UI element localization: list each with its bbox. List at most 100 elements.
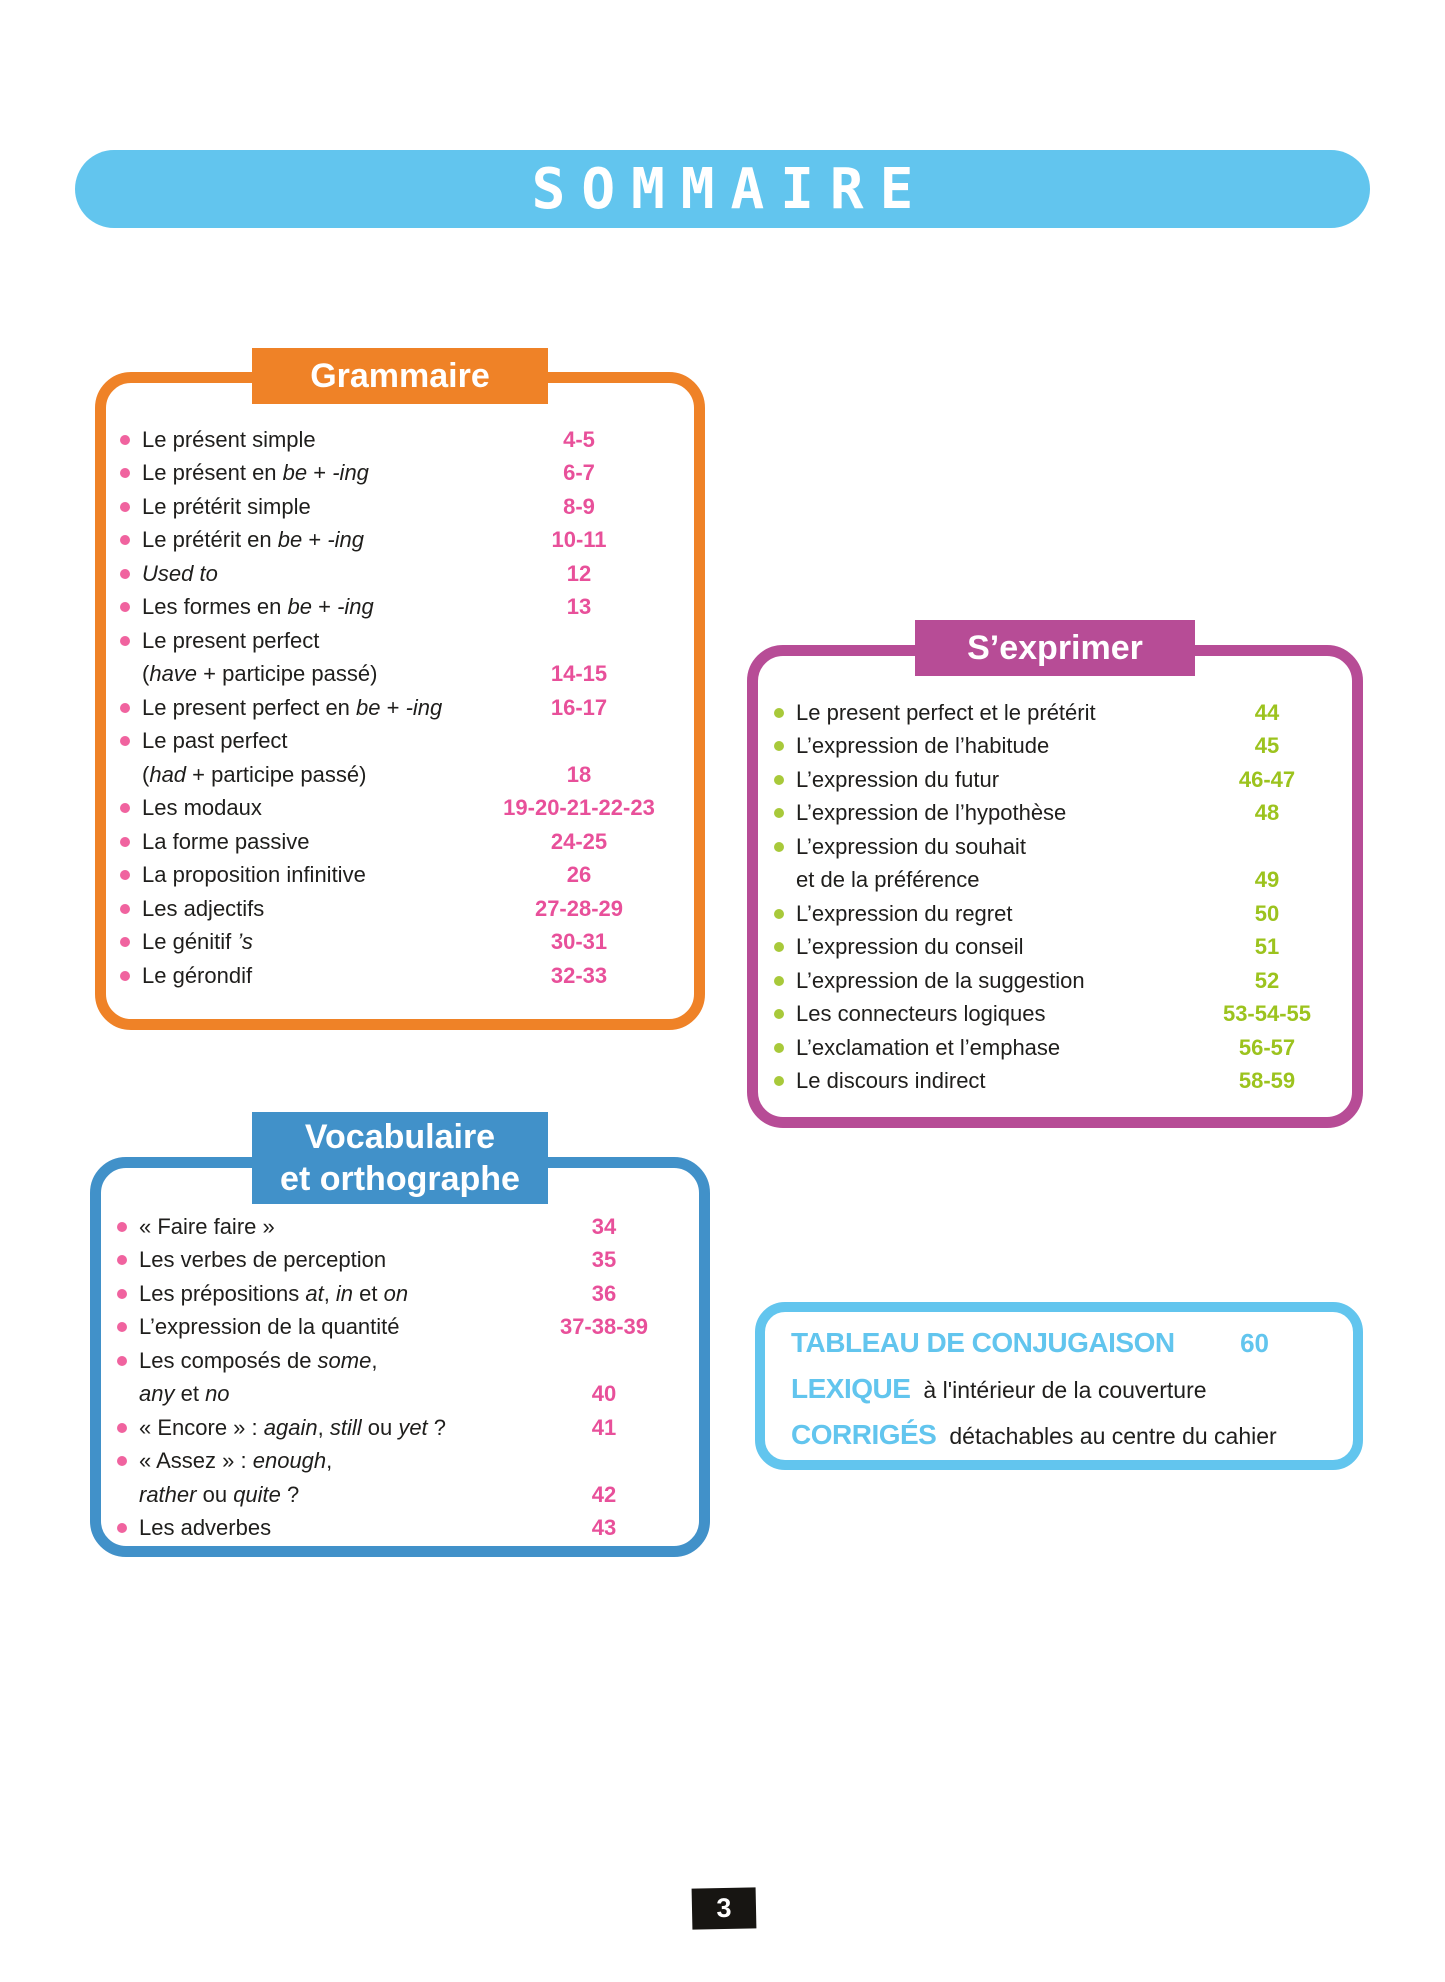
bullet-icon — [117, 1288, 127, 1299]
toc-item-page: 16-17 — [550, 694, 608, 720]
toc-item-label: rather ou quite ? — [139, 1481, 300, 1507]
toc-item-page: 30-31 — [550, 929, 608, 955]
bullet-icon — [774, 707, 784, 718]
toc-item: Les composés de some, — [117, 1344, 689, 1378]
toc-item-label: L’expression du regret — [796, 900, 1013, 926]
toc-item: Les formes en be + -ing 13 — [120, 591, 684, 625]
toc-item-page: 36 — [591, 1280, 617, 1306]
toc-item-label: (have + participe passé) — [142, 661, 378, 687]
bullet-icon — [120, 635, 130, 646]
toc-item-page: 53-54-55 — [1222, 1001, 1312, 1027]
toc-item-page: 34 — [591, 1213, 617, 1239]
bullet-icon — [774, 942, 784, 953]
toc-item: Les modaux 19-20-21-22-23 — [120, 792, 684, 826]
page-number: 3 — [716, 1892, 732, 1924]
toc-item-label: Le present perfect en be + -ing — [142, 694, 443, 720]
toc-item-label: L’expression de la quantité — [139, 1314, 400, 1340]
toc-item-label: La forme passive — [142, 828, 310, 854]
toc-item-page: 19-20-21-22-23 — [503, 795, 655, 821]
toc-item-label: L’expression du futur — [796, 766, 1000, 792]
toc-item-page: 50 — [1254, 900, 1280, 926]
grammaire-toc-list: Le présent simple 4-5 Le présent en be + -… — [106, 383, 694, 1019]
toc-item-label: L’expression de l’habitude — [796, 733, 1050, 759]
toc-item: « Faire faire » 34 — [117, 1210, 689, 1244]
toc-item: Le génitif ’s 30-31 — [120, 926, 684, 960]
page-title: SOMMAIRE — [531, 156, 930, 222]
sexprimer-tab-label: S’exprimer — [967, 629, 1143, 667]
info-title-corriges: CORRIGÉS — [791, 1419, 937, 1450]
sommaire-banner: SOMMAIRE — [75, 150, 1370, 228]
toc-item-page: 41 — [591, 1414, 617, 1440]
info-row-lexique: LEXIQUE à l'intérieur de la couverture — [791, 1366, 1331, 1412]
vocabulaire-section: Vocabulaire et orthographe « Faire faire… — [90, 1112, 710, 1557]
toc-item-label: (had + participe passé) — [142, 761, 367, 787]
bullet-icon — [120, 937, 130, 948]
toc-item-page: 37-38-39 — [559, 1314, 649, 1340]
toc-item: Les adjectifs 27-28-29 — [120, 892, 684, 926]
sexprimer-tab: S’exprimer — [915, 620, 1195, 676]
bullet-icon — [117, 1355, 127, 1366]
toc-item-label: Used to — [142, 560, 218, 586]
bullet-icon — [120, 903, 130, 914]
info-row-corriges: CORRIGÉS détachables au centre du cahier — [791, 1412, 1331, 1458]
toc-item-page: 14-15 — [550, 661, 608, 687]
page-number-badge: 3 — [691, 1887, 757, 1930]
bullet-icon — [117, 1422, 127, 1433]
toc-item-page: 58-59 — [1238, 1068, 1296, 1094]
toc-item: Le discours indirect 58-59 — [774, 1065, 1352, 1099]
toc-item-page: 45 — [1254, 733, 1280, 759]
toc-item: (have + participe passé) 14-15 — [120, 658, 684, 692]
info-text-corriges: détachables au centre du cahier — [949, 1423, 1277, 1449]
bullet-icon — [774, 1042, 784, 1053]
toc-item: et de la préférence 49 — [774, 864, 1352, 898]
bullet-icon — [117, 1221, 127, 1232]
bullet-icon — [117, 1456, 127, 1467]
toc-item-page: 4-5 — [563, 426, 595, 452]
toc-item: L’exclamation et l’emphase 56-57 — [774, 1031, 1352, 1065]
toc-item: Les verbes de perception 35 — [117, 1244, 689, 1278]
toc-item-label: L’exclamation et l’emphase — [796, 1034, 1061, 1060]
toc-item-page: 32-33 — [550, 962, 608, 988]
toc-item: (had + participe passé) 18 — [120, 758, 684, 792]
toc-item-label: Le present perfect — [142, 627, 320, 653]
toc-item-label: Le présent simple — [142, 426, 316, 452]
bullet-icon — [774, 975, 784, 986]
sexprimer-toc-list: Le present perfect et le prétérit 44 L’exp… — [758, 656, 1352, 1117]
toc-item-label: Le prétérit en be + -ing — [142, 527, 364, 553]
bullet-icon — [774, 774, 784, 785]
bullet-icon — [120, 836, 130, 847]
toc-item-label: Les connecteurs logiques — [796, 1001, 1046, 1027]
bullet-icon — [120, 602, 130, 613]
bullet-icon — [120, 501, 130, 512]
toc-item: any et no 40 — [117, 1378, 689, 1412]
toc-item-label: Les composés de some, — [139, 1347, 378, 1373]
toc-item-label: La proposition infinitive — [142, 862, 366, 888]
bullet-icon — [774, 1009, 784, 1020]
sexprimer-section: S’exprimer Le present perfect et le prét… — [747, 620, 1363, 1128]
toc-item-label: L’expression de la suggestion — [796, 967, 1085, 993]
toc-item-label: Les verbes de perception — [139, 1247, 387, 1273]
bullet-icon — [120, 702, 130, 713]
bullet-icon — [120, 468, 130, 479]
toc-item-label: L’expression du conseil — [796, 934, 1024, 960]
toc-item: L’expression de la quantité 37-38-39 — [117, 1311, 689, 1345]
bullet-icon — [117, 1322, 127, 1333]
toc-item: Le present perfect — [120, 624, 684, 658]
toc-item-page: 10-11 — [551, 527, 607, 553]
bullet-icon — [774, 808, 784, 819]
toc-item-page: 43 — [591, 1515, 617, 1541]
toc-item-label: Les prépositions at, in et on — [139, 1280, 409, 1306]
toc-item: L’expression du conseil 51 — [774, 931, 1352, 965]
bullet-icon — [774, 908, 784, 919]
vocabulaire-toc-list: « Faire faire » 34 Les verbes de perceptio… — [101, 1168, 699, 1546]
bullet-icon — [120, 535, 130, 546]
info-title-tableau: TABLEAU DE CONJUGAISON — [791, 1327, 1175, 1358]
toc-item-label: Le present perfect et le prétérit — [796, 699, 1096, 725]
toc-item-label: Les formes en be + -ing — [142, 594, 374, 620]
toc-item-page: 42 — [591, 1481, 617, 1507]
toc-item-label: Le discours indirect — [796, 1068, 986, 1094]
bullet-icon — [120, 568, 130, 579]
toc-item: Les prépositions at, in et on 36 — [117, 1277, 689, 1311]
toc-item-page: 18 — [566, 761, 592, 787]
toc-item-label: Les adjectifs — [142, 895, 265, 921]
